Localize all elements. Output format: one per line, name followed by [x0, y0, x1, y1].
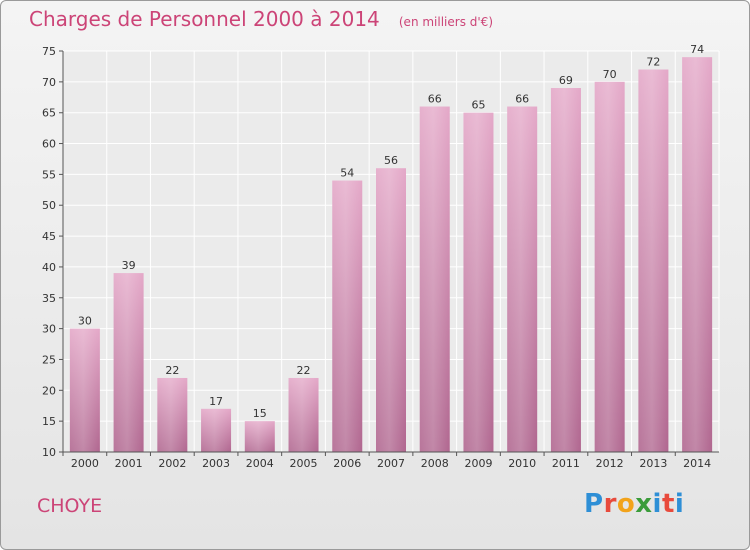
bar-group: 69 [550, 74, 581, 452]
y-tick-label: 75 [42, 45, 56, 58]
bar-group: 74 [682, 43, 713, 453]
x-tick-label: 2005 [290, 457, 318, 470]
bar-group: 22 [157, 364, 188, 452]
bar-shine [157, 377, 188, 452]
y-tick-label: 70 [42, 76, 56, 89]
bar-value-label: 69 [559, 74, 573, 87]
y-tick-label: 35 [42, 292, 56, 305]
y-tick-label: 30 [42, 323, 56, 336]
x-tick-label: 2004 [246, 457, 274, 470]
x-tick-label: 2011 [552, 457, 580, 470]
bars: 30 39 22 17 15 22 54 56 66 65 66 69 70 72 74 [69, 43, 713, 453]
y-tick-label: 25 [42, 353, 56, 366]
title-block: Charges de Personnel 2000 à 2014 (en mil… [29, 7, 493, 31]
bar-value-label: 39 [122, 259, 136, 272]
chart-subtitle: (en milliers d'€) [398, 15, 493, 29]
x-tick-label: 2009 [464, 457, 492, 470]
bar-group: 66 [419, 93, 450, 453]
bar-value-label: 56 [384, 154, 398, 167]
chart-title: Charges de Personnel 2000 à 2014 [29, 7, 380, 31]
axes [62, 51, 719, 453]
y-tick-label: 20 [42, 384, 56, 397]
x-tick-label: 2000 [71, 457, 99, 470]
x-tick-label: 2013 [639, 457, 667, 470]
y-tick-label: 10 [42, 446, 56, 459]
bar-shine [419, 106, 450, 453]
bar-shine [594, 81, 625, 452]
bar-value-label: 54 [340, 167, 354, 180]
bar-group: 65 [463, 99, 494, 452]
y-tick-label: 55 [42, 168, 56, 181]
x-tick-label: 2010 [508, 457, 536, 470]
bar-shine [113, 273, 144, 452]
y-tick-label: 40 [42, 261, 56, 274]
bar-group: 70 [594, 68, 625, 452]
x-tick-label: 2003 [202, 457, 230, 470]
bar-value-label: 65 [471, 99, 485, 112]
bar-shine [463, 112, 494, 452]
bar-value-label: 15 [253, 407, 267, 420]
x-axis-ticks: 2000 2001 2002 2003 2004 2005 2006 2007 2008 2009… [62, 452, 711, 470]
x-tick-label: 2002 [158, 457, 186, 470]
bar-shine [244, 421, 275, 452]
bar-shine [69, 328, 100, 452]
bar-value-label: 66 [428, 93, 442, 106]
x-tick-label: 2014 [683, 457, 711, 470]
bar-group: 72 [638, 56, 669, 452]
bar-shine [288, 377, 319, 452]
y-tick-label: 60 [42, 138, 56, 151]
bar-shine [682, 57, 713, 453]
y-tick-label: 45 [42, 230, 56, 243]
x-tick-label: 2006 [333, 457, 361, 470]
bar-group: 54 [332, 167, 363, 453]
y-tick-label: 65 [42, 107, 56, 120]
bar-shine [376, 168, 406, 452]
proxiti-logo: Proxiti [584, 489, 685, 519]
bar-shine [332, 180, 363, 453]
bar-value-label: 70 [603, 68, 617, 81]
x-tick-label: 2008 [421, 457, 449, 470]
bar-value-label: 17 [209, 395, 223, 408]
bar-group: 56 [376, 154, 406, 452]
y-tick-label: 15 [42, 415, 56, 428]
bar-value-label: 66 [515, 93, 529, 106]
bar-value-label: 22 [165, 364, 179, 377]
bar-value-label: 30 [78, 315, 92, 328]
bar-shine [550, 88, 581, 452]
bar-group: 66 [507, 93, 538, 453]
bar-group: 22 [288, 364, 319, 452]
bar-shine [201, 408, 232, 452]
y-tick-label: 50 [42, 199, 56, 212]
bar-group: 39 [113, 259, 144, 452]
bar-shine [507, 106, 538, 453]
y-axis-ticks: 10 15 20 25 30 35 40 45 50 55 60 65 70 75 [42, 45, 63, 459]
bar-value-label: 74 [690, 43, 704, 56]
x-tick-label: 2007 [377, 457, 405, 470]
x-tick-label: 2012 [596, 457, 624, 470]
bar-group: 15 [244, 407, 275, 452]
bar-shine [638, 69, 669, 452]
bar-value-label: 72 [646, 56, 660, 69]
commune-name: CHOYE [37, 495, 103, 517]
bar-value-label: 22 [297, 364, 311, 377]
bar-group: 30 [69, 315, 100, 452]
x-tick-label: 2001 [115, 457, 143, 470]
bar-group: 17 [201, 395, 232, 452]
